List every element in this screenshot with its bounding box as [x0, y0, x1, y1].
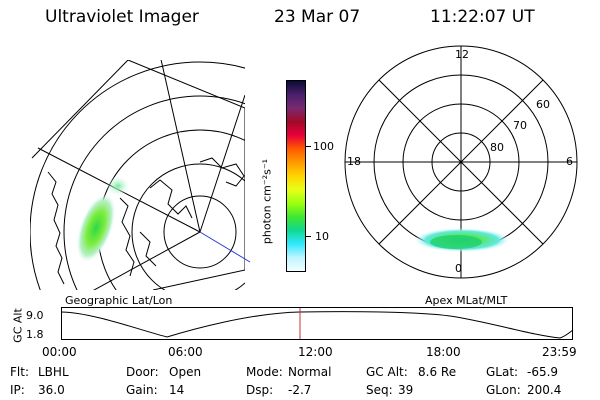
- mlt-label-12: 12: [455, 48, 469, 61]
- gc-alt-label: GC Alt:: [366, 365, 408, 379]
- coastline: [119, 197, 135, 277]
- dsp-label: Dsp:: [246, 383, 274, 397]
- colorbar-tick-label: 100: [313, 140, 334, 153]
- time-label: 11:22:07 UT: [430, 7, 535, 27]
- alt-xtick-label: 18:00: [426, 345, 461, 359]
- colorbar: [286, 80, 306, 272]
- altitude-curve: [60, 311, 574, 339]
- seq-label: Seq:: [366, 383, 393, 397]
- mlat-label-70: 70: [513, 119, 527, 132]
- glat-value: -65.9: [527, 365, 559, 379]
- geo-panel-label: Geographic Lat/Lon: [65, 294, 173, 307]
- alt-ytick-label: 1.8: [26, 328, 44, 341]
- alt-xtick-label: 23:59: [542, 345, 577, 359]
- dsp-value: -2.7: [288, 383, 312, 397]
- geo-meridian: [84, 231, 201, 290]
- mlat-label-80: 80: [490, 141, 504, 154]
- mode-value: Normal: [288, 365, 332, 379]
- instrument-title: Ultraviolet Imager: [45, 7, 199, 27]
- gain-value: 14: [169, 383, 185, 397]
- geo-aurora-patch: [106, 176, 130, 196]
- coastline: [47, 171, 65, 285]
- filter-label: Flt:: [10, 365, 29, 379]
- colorbar-tick-label: 10: [315, 230, 329, 243]
- gain-label: Gain:: [126, 383, 158, 397]
- polar-diagonal-line: [378, 79, 544, 245]
- geo-lat-circle: [63, 95, 245, 290]
- polar-aurora-core: [430, 235, 482, 249]
- seq-value: 39: [398, 383, 414, 397]
- colorbar-tick: [306, 236, 311, 237]
- colorbar-tick: [306, 146, 311, 147]
- polar-panel-label: Apex MLat/MLT: [425, 294, 508, 307]
- alt-ylabel: GC Alt: [11, 308, 25, 343]
- ip-value: 36.0: [38, 383, 65, 397]
- coastline: [139, 231, 157, 267]
- alt-xtick-label: 00:00: [42, 345, 77, 359]
- glon-label: GLon:: [486, 383, 521, 397]
- alt-ytick-label: 9.0: [26, 309, 44, 322]
- geo-lat-circle: [131, 163, 245, 290]
- coastline: [199, 157, 245, 187]
- geo-map-boundary: [31, 60, 245, 290]
- ip-label: IP:: [10, 383, 25, 397]
- glat-label: GLat:: [486, 365, 519, 379]
- date-label: 23 Mar 07: [274, 7, 361, 27]
- glon-value: 200.4: [527, 383, 562, 397]
- mlat-label-60: 60: [536, 98, 550, 111]
- mode-label: Mode:: [246, 365, 283, 379]
- coastline: [149, 179, 193, 219]
- geo-meridian: [199, 94, 245, 233]
- door-label: Door:: [126, 365, 159, 379]
- door-value: Open: [169, 365, 202, 379]
- filter-value: LBHL: [38, 365, 69, 379]
- geo-aurora-oval: [76, 193, 116, 263]
- mlt-label-0: 0: [455, 262, 462, 275]
- mlt-label-6: 6: [566, 155, 573, 168]
- gc-alt-value: 8.6 Re: [418, 365, 457, 379]
- terminator-line: [199, 231, 251, 263]
- mlt-label-18: 18: [347, 155, 361, 168]
- geo-lat-circle: [163, 195, 237, 269]
- alt-xtick-label: 12:00: [298, 345, 333, 359]
- geo-meridian: [159, 60, 201, 233]
- geo-lat-circle: [30, 61, 245, 290]
- alt-xtick-label: 06:00: [168, 345, 203, 359]
- altitude-strip-frame: [61, 307, 573, 340]
